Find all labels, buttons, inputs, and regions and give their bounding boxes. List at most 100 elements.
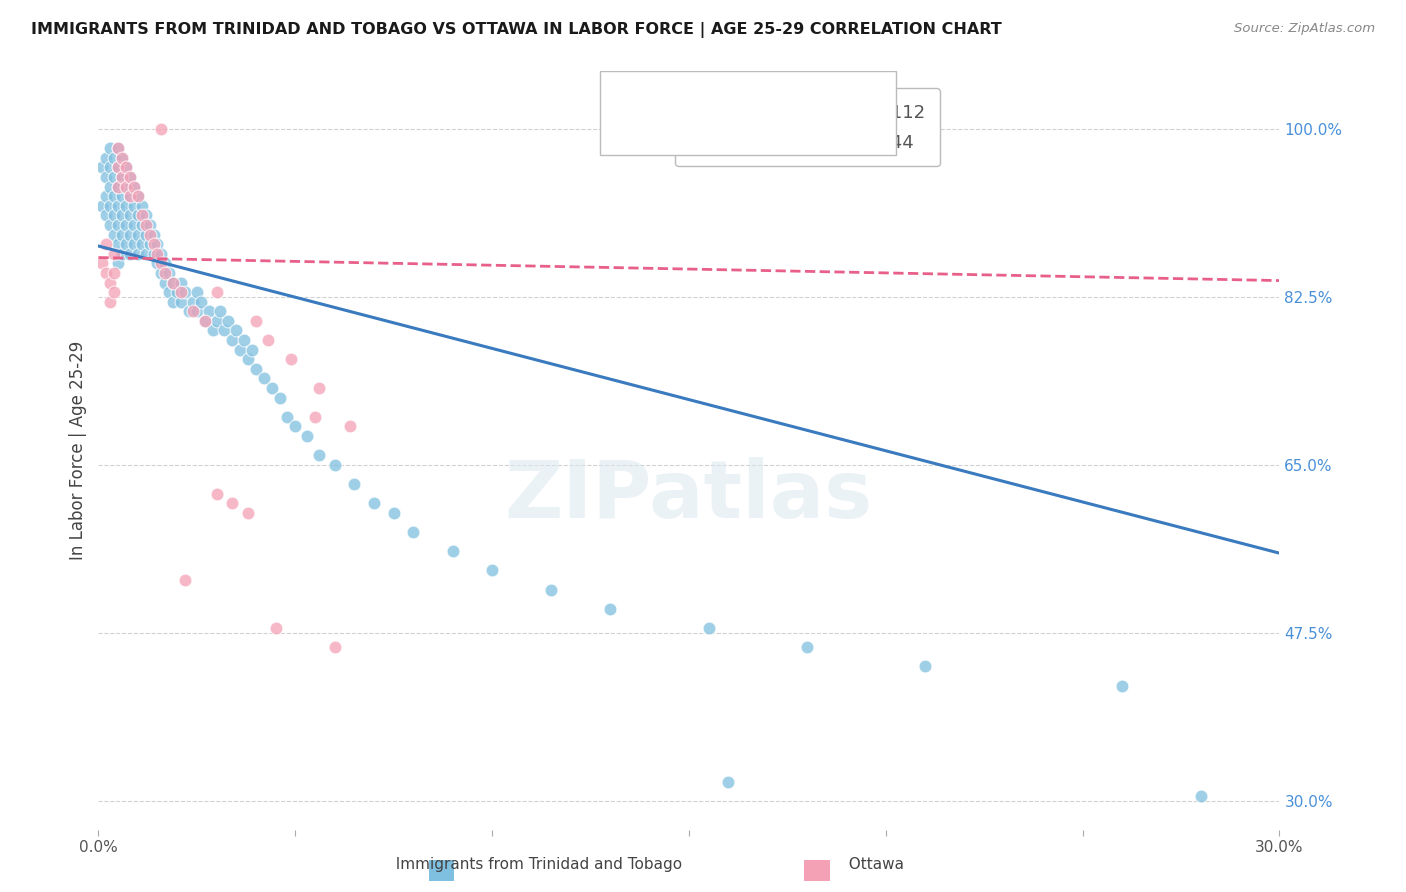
Point: [155, 266, 177, 280]
Point: [96, 237, 118, 252]
Point: [146, 246, 169, 260]
Point: [276, 409, 298, 424]
Point: [131, 237, 153, 252]
Point: [382, 506, 405, 520]
Text: ZIPatlas: ZIPatlas: [505, 457, 873, 535]
Point: [98, 141, 121, 155]
Point: [131, 218, 153, 232]
Point: [170, 276, 193, 290]
Point: [162, 276, 184, 290]
Point: [138, 237, 160, 252]
Point: [103, 266, 125, 280]
Point: [142, 237, 165, 252]
Point: [135, 246, 157, 260]
Point: [190, 294, 212, 309]
Point: [138, 227, 160, 242]
Point: [264, 621, 287, 635]
Point: [127, 189, 149, 203]
Point: [205, 285, 228, 299]
Y-axis label: In Labor Force | Age 25-29: In Labor Force | Age 25-29: [69, 341, 87, 560]
Point: [441, 544, 464, 558]
Point: [209, 304, 232, 318]
Point: [122, 179, 145, 194]
Point: [256, 333, 278, 347]
Point: [150, 122, 173, 136]
Point: [107, 161, 129, 175]
Point: [162, 276, 184, 290]
Point: [111, 208, 134, 222]
Point: [98, 199, 121, 213]
Point: [245, 362, 267, 376]
Point: [186, 304, 208, 318]
Point: [229, 343, 252, 357]
Point: [162, 294, 184, 309]
Point: [98, 179, 121, 194]
Point: [96, 169, 118, 184]
Point: [118, 169, 141, 184]
Point: [103, 151, 125, 165]
Point: [914, 659, 936, 673]
Point: [107, 141, 129, 155]
Point: [118, 169, 141, 184]
Point: [111, 169, 134, 184]
Point: [142, 246, 165, 260]
Point: [111, 151, 134, 165]
FancyBboxPatch shape: [600, 71, 896, 155]
Point: [146, 237, 169, 252]
Point: [240, 343, 263, 357]
Point: [118, 189, 141, 203]
Point: [111, 151, 134, 165]
Point: [91, 199, 114, 213]
Point: [142, 227, 165, 242]
Point: [194, 314, 217, 328]
Point: [225, 324, 247, 338]
Point: [214, 324, 236, 338]
Text: Immigrants from Trinidad and Tobago: Immigrants from Trinidad and Tobago: [387, 857, 682, 872]
Point: [103, 246, 125, 260]
Point: [245, 314, 267, 328]
Point: [253, 371, 276, 385]
Point: [1111, 679, 1133, 693]
Point: [150, 266, 173, 280]
Text: IMMIGRANTS FROM TRINIDAD AND TOBAGO VS OTTAWA IN LABOR FORCE | AGE 25-29 CORRELA: IMMIGRANTS FROM TRINIDAD AND TOBAGO VS O…: [31, 22, 1001, 38]
Point: [127, 208, 149, 222]
Point: [170, 294, 193, 309]
Point: [91, 256, 114, 270]
Point: [540, 582, 562, 597]
Point: [103, 227, 125, 242]
Point: [122, 237, 145, 252]
Point: [150, 246, 173, 260]
Point: [205, 314, 228, 328]
Point: [186, 285, 208, 299]
Point: [157, 285, 180, 299]
Point: [131, 199, 153, 213]
Point: [107, 199, 129, 213]
Point: [599, 602, 621, 616]
Point: [135, 218, 157, 232]
Point: [717, 774, 740, 789]
Point: [98, 161, 121, 175]
Point: [280, 352, 302, 367]
Point: [217, 314, 239, 328]
Point: [323, 640, 346, 655]
Point: [115, 199, 138, 213]
Point: [402, 524, 425, 539]
Point: [174, 285, 197, 299]
Point: [170, 285, 193, 299]
Point: [146, 256, 169, 270]
Legend: R =  -0.421   N = 112, R =  -0.039   N = 44: R = -0.421 N = 112, R = -0.039 N = 44: [675, 88, 939, 167]
Point: [107, 237, 129, 252]
Point: [118, 208, 141, 222]
Point: [115, 237, 138, 252]
Point: [115, 161, 138, 175]
Point: [118, 246, 141, 260]
Point: [174, 573, 197, 587]
Point: [1189, 789, 1212, 803]
Point: [205, 486, 228, 500]
Point: [103, 208, 125, 222]
Point: [122, 199, 145, 213]
Point: [157, 266, 180, 280]
Point: [118, 227, 141, 242]
Point: [111, 227, 134, 242]
Point: [201, 324, 224, 338]
